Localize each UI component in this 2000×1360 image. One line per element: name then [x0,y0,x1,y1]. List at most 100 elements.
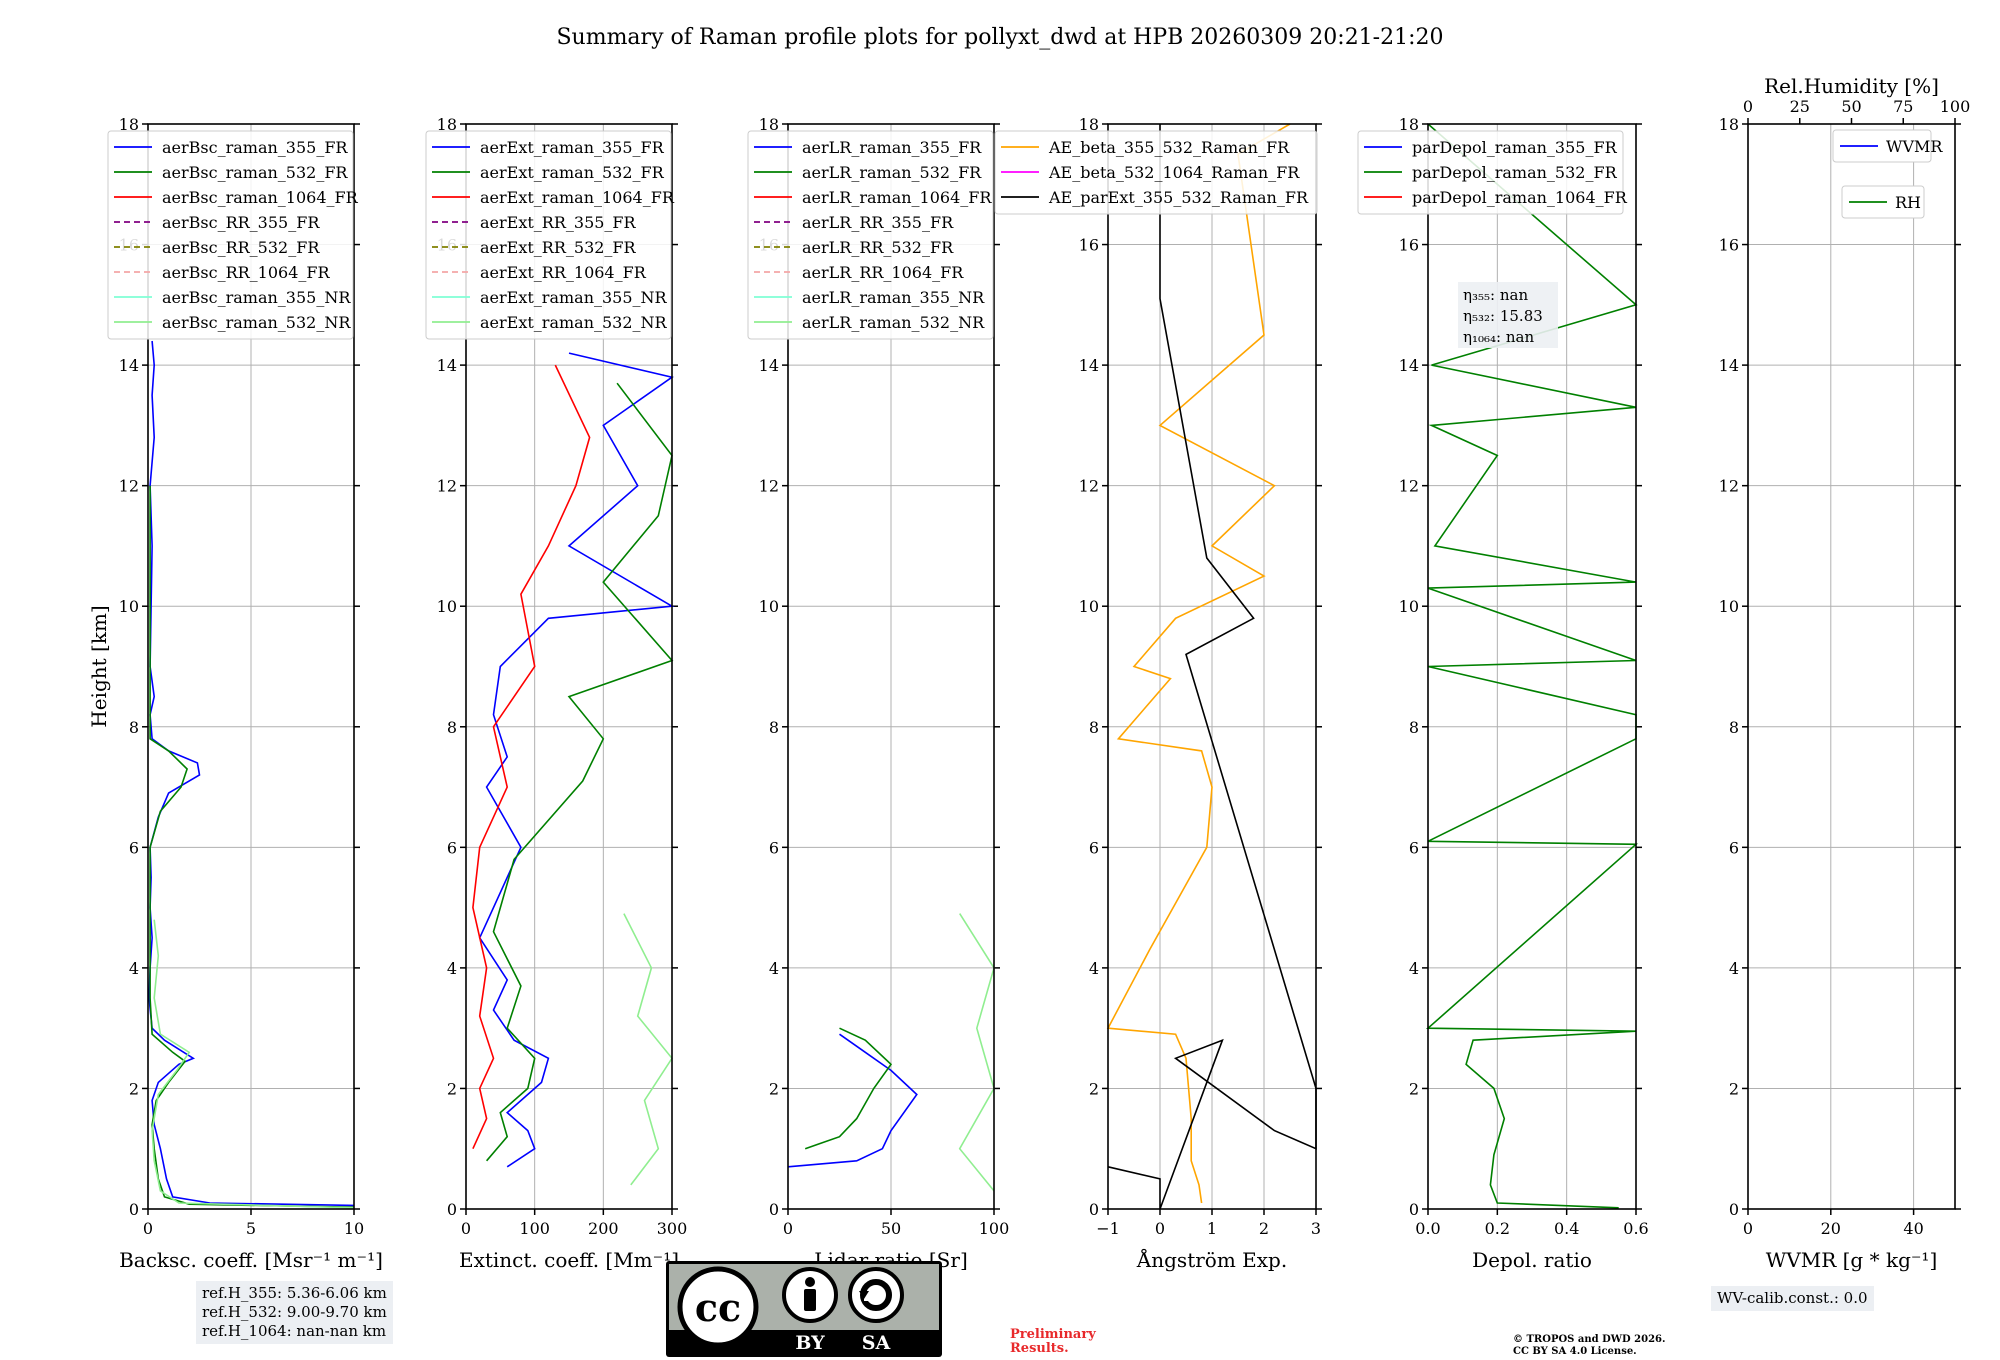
top-x-tick-label: 0 [1743,97,1753,116]
x-tick-label: 0 [783,1219,793,1238]
x-tick-label: 0.2 [1485,1219,1510,1238]
y-tick-label: 18 [759,115,779,134]
top-x-tick-label: 50 [1841,97,1861,116]
legend-box-wvmr [1832,129,1932,163]
legend-entry: parDepol_raman_355_FR [1412,138,1618,157]
legend-box [1357,130,1624,215]
copyright-line-2: CC BY SA 4.0 License. [1513,1346,1637,1357]
legend-entry: aerLR_raman_355_NR [802,288,985,307]
y-tick-label: 2 [447,1079,457,1098]
y-tick-label: 8 [1089,718,1099,737]
y-tick-label: 14 [437,356,457,375]
panel-lidar-ratio: 024681012141618050100Lidar ratio [Sr]aer… [747,115,1010,1272]
y-tick-label: 4 [447,959,457,978]
cc-logo-text: cc [695,1285,741,1330]
x-axis-label: Ångström Exp. [1136,1247,1287,1272]
x-axis-label: Extinct. coeff. [Mm⁻¹] [459,1248,679,1272]
y-tick-label: 10 [437,597,457,616]
wv-calibration-constant: WV-calib.const.: 0.0 [1717,1289,1868,1307]
axes-frame [147,123,355,1210]
legend-entry: aerLR_raman_355_FR [802,138,982,157]
legend-entry: parDepol_raman_1064_FR [1412,188,1628,207]
legend-entry: aerBsc_raman_532_FR [162,163,348,182]
x-tick-label: 10 [344,1219,364,1238]
y-tick-label: 0 [1409,1200,1419,1219]
axes-frame [787,123,995,1210]
figure-title: Summary of Raman profile plots for polly… [556,25,1443,50]
legend-box [107,130,354,340]
legend-entry: aerExt_raman_532_NR [480,313,668,332]
legend-entry-wvmr: WVMR [1886,137,1943,156]
series-line-aerLR_raman_532_NR [958,913,995,1192]
x-axis-label: Depol. ratio [1472,1248,1592,1272]
series-line-aerExt_raman_1064_FR [472,364,591,1150]
y-tick-label: 4 [1729,959,1739,978]
y-tick-label: 14 [119,356,139,375]
y-tick-label: 18 [1399,115,1419,134]
x-tick-label: 100 [979,1219,1010,1238]
legend-entry: parDepol_raman_532_FR [1412,163,1618,182]
y-tick-label: 6 [769,838,779,857]
x-tick-label: 3 [1311,1219,1321,1238]
legend-box [747,130,994,340]
y-tick-label: 12 [1079,477,1099,496]
x-tick-label: 0.0 [1415,1219,1440,1238]
y-tick-label: 18 [437,115,457,134]
y-tick-label: 16 [1719,236,1739,255]
legend-entry: aerBsc_raman_1064_FR [162,188,359,207]
ref-height-355: ref.H_355: 5.36-6.06 km [202,1284,387,1302]
reference-heights-box: ref.H_355: 5.36-6.06 km ref.H_532: 9.00-… [196,1281,393,1344]
legend-entry: aerLR_raman_1064_FR [802,188,992,207]
series-line-aerBsc_raman_532_NR [151,919,355,1209]
y-tick-label: 4 [769,959,779,978]
legend-box [425,130,672,340]
legend-entry: aerBsc_RR_532_FR [162,238,320,257]
x-tick-label: 300 [657,1219,688,1238]
axes-frame [1747,123,1956,1210]
eta-value: η₁₀₆₄: nan [1463,328,1534,346]
top-x-axis-label: Rel.Humidity [%] [1764,74,1939,98]
y-tick-label: 18 [1719,115,1739,134]
y-tick-label: 10 [119,597,139,616]
x-tick-label: 0 [1743,1219,1753,1238]
legend-entry: AE_parExt_355_532_Raman_FR [1048,188,1309,207]
x-tick-label: 2 [1259,1219,1269,1238]
legend-entry: aerExt_raman_1064_FR [480,188,675,207]
y-tick-label: 2 [129,1079,139,1098]
badge-by-label: BY [795,1332,825,1354]
ref-height-1064: ref.H_1064: nan-nan km [202,1322,387,1340]
x-axis-label: Backsc. coeff. [Msr⁻¹ m⁻¹] [119,1248,383,1272]
y-tick-label: 12 [437,477,457,496]
y-tick-label: 2 [769,1079,779,1098]
cc-logo-icon [677,1266,759,1348]
eta-value: η₅₃₂: 15.83 [1463,307,1543,325]
legend-box [994,130,1318,215]
legend-entry: aerExt_raman_532_FR [480,163,665,182]
x-tick-label: 0 [1155,1219,1165,1238]
series-line-AE_beta_355_532_Raman_FR [1106,123,1291,1204]
axes-frame [465,123,673,1210]
y-tick-label: 12 [1399,477,1419,496]
y-tick-label: 14 [1079,356,1099,375]
x-tick-label: 0 [461,1219,471,1238]
y-tick-label: 4 [1409,959,1419,978]
legend-entry: aerExt_RR_355_FR [480,213,637,232]
legend-entry: AE_beta_532_1064_Raman_FR [1048,163,1300,182]
eta-box [1458,282,1558,348]
y-tick-label: 18 [119,115,139,134]
legend-entry-rh: RH [1895,193,1921,212]
legend-entry: aerLR_RR_532_FR [802,238,954,257]
top-x-tick-label: 75 [1893,97,1913,116]
y-tick-label: 0 [447,1200,457,1219]
axes-frame [1427,123,1637,1210]
y-tick-label: 8 [1409,718,1419,737]
cc-by-sa-license-badge[interactable]: cc BY SA [666,1261,942,1357]
panel-backscatter: 0246810121416180510Backsc. coeff. [Msr⁻¹… [107,115,383,1272]
legend-entry: aerBsc_RR_355_FR [162,213,320,232]
x-tick-label: 20 [1821,1219,1841,1238]
legend-entry: aerBsc_RR_1064_FR [162,263,331,282]
copyright-note: © TROPOS and DWD 2026. CC BY SA 4.0 Lice… [1513,1334,1665,1358]
y-tick-label: 6 [447,838,457,857]
legend-entry: aerExt_RR_1064_FR [480,263,647,282]
x-tick-label: 0 [143,1219,153,1238]
